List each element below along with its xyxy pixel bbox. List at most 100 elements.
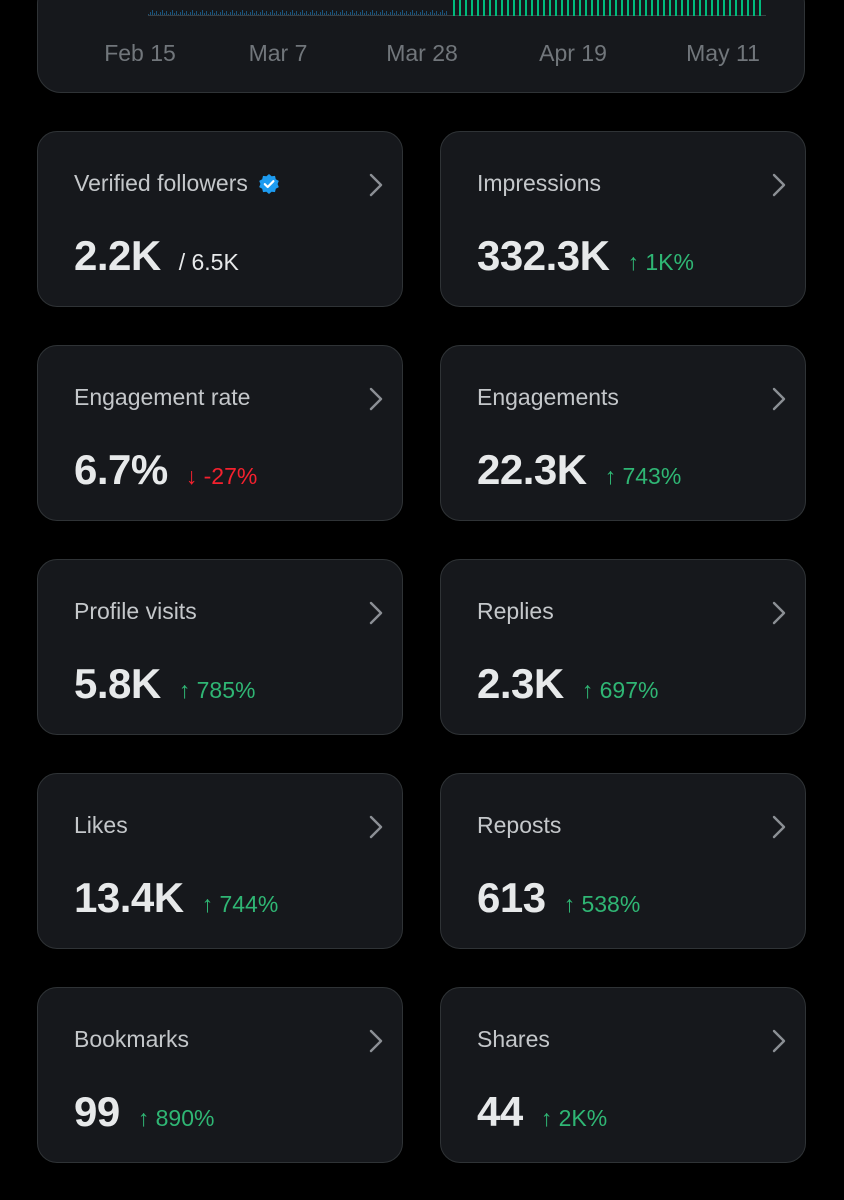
metric-row: 44 ↑ 2K%: [477, 1088, 607, 1136]
chart-bar: [330, 12, 331, 15]
metric-card-profile-visits[interactable]: Profile visits 5.8K ↑ 785%: [37, 559, 403, 735]
chart-bar: [555, 0, 557, 16]
chart-bar: [190, 12, 191, 15]
chart-bar: [681, 0, 683, 16]
metric-card-likes[interactable]: Likes 13.4K ↑ 744%: [37, 773, 403, 949]
chart-bar: [204, 13, 205, 15]
chevron-right-icon: [772, 173, 786, 197]
metric-value: 22.3K: [477, 446, 587, 493]
chart-bar: [278, 14, 279, 15]
chart-bar: [465, 0, 467, 16]
chart-bar: [549, 0, 551, 16]
chart-bar: [669, 0, 671, 16]
chart-bar: [402, 10, 403, 15]
metric-change: ↑ 785%: [178, 677, 256, 703]
chart-bar: [693, 0, 695, 16]
metric-label: Engagements: [477, 384, 619, 410]
metric-card-bookmarks[interactable]: Bookmarks 99 ↑ 890%: [37, 987, 403, 1163]
chart-bar: [148, 14, 149, 15]
chevron-right-icon: [369, 1029, 383, 1053]
chart-bar: [354, 13, 355, 15]
metric-change: ↑ 1K%: [627, 249, 694, 275]
chart-bar: [585, 0, 587, 16]
metric-row: 22.3K ↑ 743%: [477, 446, 681, 494]
chart-bar: [336, 11, 337, 15]
chart-bar: [374, 13, 375, 15]
metric-card-impressions[interactable]: Impressions 332.3K ↑ 1K%: [440, 131, 806, 307]
chart-bar: [298, 14, 299, 15]
metric-change: ↑ 890%: [137, 1105, 215, 1131]
chart-bar: [398, 14, 399, 15]
chart-bar: [280, 12, 281, 15]
chart-bar: [242, 10, 243, 15]
chevron-right-icon: [369, 815, 383, 839]
chart-bar: [410, 12, 411, 15]
chevron-right-icon: [369, 387, 383, 411]
chart-baseline: [148, 15, 766, 16]
chart-bar: [254, 13, 255, 15]
chart-bar: [366, 11, 367, 15]
chart-bar: [178, 14, 179, 15]
x-tick-label: Mar 28: [386, 40, 458, 66]
chart-bar: [434, 13, 435, 15]
chart-bar: [519, 0, 521, 16]
chart-bar: [615, 0, 617, 16]
chart-bar: [282, 10, 283, 15]
chart-bar: [705, 0, 707, 16]
chart-bar: [150, 12, 151, 15]
chart-bar: [156, 11, 157, 15]
chart-bar: [741, 0, 743, 16]
metric-card-shares[interactable]: Shares 44 ↑ 2K%: [440, 987, 806, 1163]
chart-bar: [687, 0, 689, 16]
chart-bar: [717, 0, 719, 16]
chart-bar: [753, 0, 755, 16]
metric-value: 5.8K: [74, 660, 161, 707]
chart-bar: [386, 11, 387, 15]
chart-bar: [390, 12, 391, 15]
chart-bar: [304, 13, 305, 15]
chart-bar: [446, 11, 447, 15]
chart-bar: [318, 14, 319, 15]
chart-bar: [170, 12, 171, 15]
metric-card-verified-followers[interactable]: Verified followers 2.2K / 6.5K: [37, 131, 403, 307]
chart-bar: [392, 10, 393, 15]
chart-bar: [206, 11, 207, 15]
chart-bar: [196, 11, 197, 15]
metric-label: Reposts: [477, 812, 562, 838]
chart-bar: [234, 13, 235, 15]
chart-bar: [759, 0, 761, 16]
x-tick-label: Mar 7: [248, 40, 308, 66]
chart-bar: [208, 14, 209, 15]
chart-bar: [188, 14, 189, 15]
metric-value: 2.3K: [477, 660, 564, 707]
chart-bar: [406, 11, 407, 15]
metric-card-reposts[interactable]: Reposts 613 ↑ 538%: [440, 773, 806, 949]
metric-row: 2.3K ↑ 697%: [477, 660, 658, 708]
metric-card-replies[interactable]: Replies 2.3K ↑ 697%: [440, 559, 806, 735]
chart-bar: [310, 12, 311, 15]
metric-card-engagement-rate[interactable]: Engagement rate 6.7% ↓ -27%: [37, 345, 403, 521]
chart-bar: [394, 13, 395, 15]
chart-bar: [202, 10, 203, 15]
chart-bar: [322, 10, 323, 15]
chart-bar: [276, 11, 277, 15]
metric-label: Bookmarks: [74, 1026, 190, 1052]
chart-bar: [408, 14, 409, 15]
chart-bar: [597, 0, 599, 16]
chart-bar: [328, 14, 329, 15]
chart-bar: [152, 10, 153, 15]
metric-label: Likes: [74, 812, 128, 838]
chart-bar: [591, 0, 593, 16]
chart-bar: [372, 10, 373, 15]
chart-bar: [609, 0, 611, 16]
chart-bar: [489, 0, 491, 16]
metric-card-engagements[interactable]: Engagements 22.3K ↑ 743%: [440, 345, 806, 521]
chart-bar: [284, 13, 285, 15]
chart-bar: [346, 11, 347, 15]
chevron-right-icon: [772, 1029, 786, 1053]
chart-bar: [324, 13, 325, 15]
chart-bar: [663, 0, 665, 16]
chart-bar: [274, 13, 275, 15]
chart-bar: [422, 10, 423, 15]
metric-change: ↑ 743%: [604, 463, 682, 489]
